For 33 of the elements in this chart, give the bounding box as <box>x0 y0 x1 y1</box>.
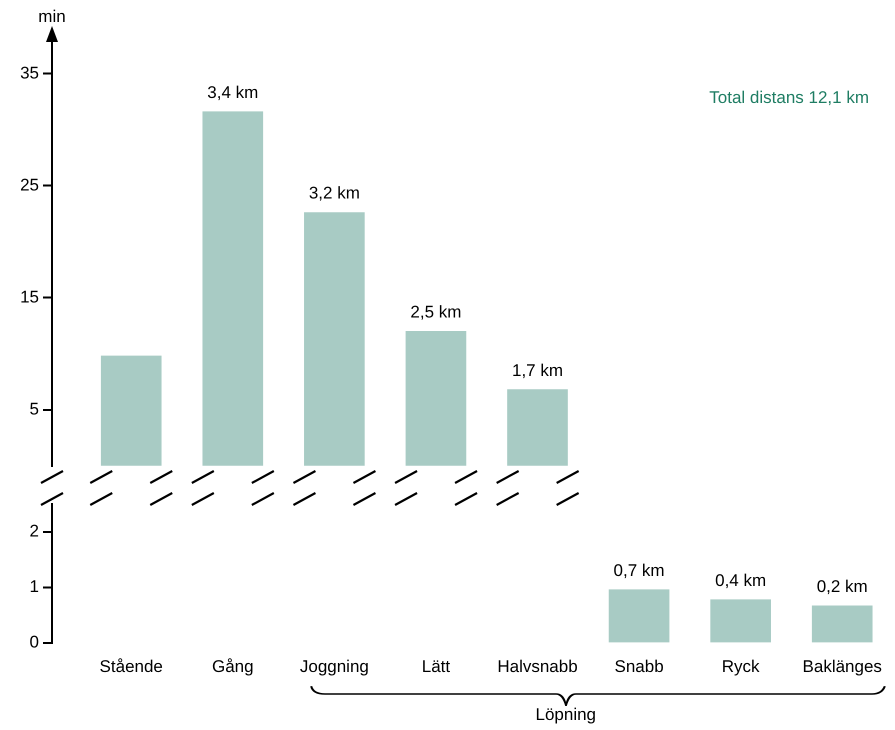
x-tick-label: Ryck <box>722 656 760 676</box>
x-tick-label: Snabb <box>614 656 664 676</box>
y-tick-label: 5 <box>30 399 39 418</box>
bar <box>202 111 264 466</box>
annotation: 2,5 km <box>410 302 462 322</box>
x-tick-label: Joggning <box>300 656 369 676</box>
text: Löpning <box>536 705 596 725</box>
x-tick-label: Halvsnabb <box>497 656 578 676</box>
y-tick-label: 1 <box>30 577 39 596</box>
y-tick-label: 25 <box>20 175 39 194</box>
y-tick-label: 35 <box>20 63 39 82</box>
x-tick-label: Lätt <box>422 656 450 676</box>
annotation: 3,4 km <box>207 82 258 102</box>
annotation: 3,2 km <box>308 184 360 203</box>
y-tick-label: 0 <box>30 632 39 652</box>
annotation: 0,4 km <box>715 570 766 590</box>
bar <box>507 389 568 466</box>
annotation: 0,2 km <box>816 576 868 596</box>
y-tick-label: 15 <box>20 287 39 306</box>
x-tick-label: Baklänges <box>802 656 882 676</box>
bar <box>710 599 771 642</box>
bar <box>100 356 162 466</box>
bar <box>406 331 466 466</box>
y-axis-title: min <box>38 7 66 26</box>
annotation: 1,7 km <box>512 360 564 380</box>
bar <box>304 212 365 466</box>
annotation: Total distans 12,1 km <box>709 88 869 108</box>
x-tick-label: Stående <box>100 656 163 676</box>
bar <box>608 589 670 642</box>
x-tick-label: Gång <box>212 656 254 676</box>
annotation: 0,7 km <box>614 560 665 580</box>
bar <box>812 605 873 642</box>
y-tick-label: 2 <box>30 522 39 541</box>
